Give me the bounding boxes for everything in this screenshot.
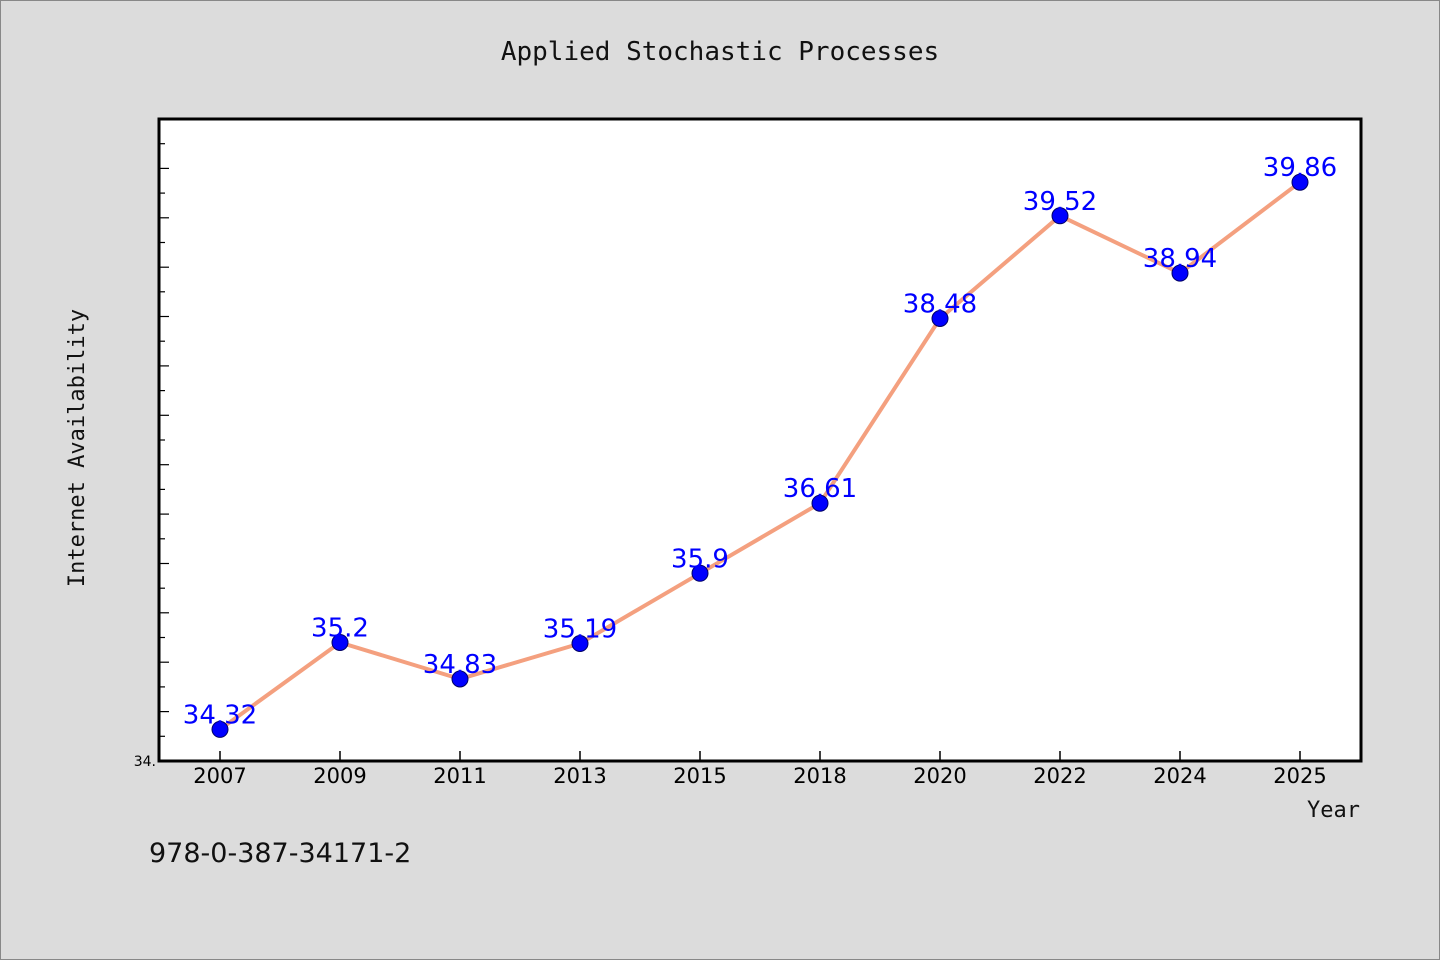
y-axis-ticks <box>159 118 169 762</box>
data-point <box>691 564 709 582</box>
x-tick-label: 2015 <box>673 764 726 788</box>
data-label: 35.19 <box>543 615 617 645</box>
x-tick-label: 2009 <box>313 764 366 788</box>
data-point <box>1051 207 1069 225</box>
data-label: 34.83 <box>423 650 497 680</box>
data-label: 36.61 <box>783 474 857 504</box>
chart-title: Applied Stochastic Processes <box>501 37 939 67</box>
data-label: 38.48 <box>903 290 977 320</box>
data-point <box>211 720 229 738</box>
data-point <box>931 310 949 327</box>
series-layer: 34.32 35.2 34.83 35.19 35.9 36.61 38.48 39.52 38… <box>183 153 1337 738</box>
data-label: 35.2 <box>311 614 369 644</box>
x-tick-label: 2007 <box>193 764 246 788</box>
data-point <box>451 670 469 688</box>
data-label: 35.9 <box>671 544 729 574</box>
data-point <box>331 634 349 651</box>
x-tick-label: 2018 <box>793 764 846 788</box>
data-point <box>571 635 589 652</box>
data-point <box>1171 264 1189 282</box>
data-label: 38.94 <box>1143 244 1217 274</box>
x-axis-ticks: 2007 2009 2011 2013 2015 2018 2020 2022 2024 2025 <box>193 751 1327 788</box>
footer-isbn: 978-0-387-34171-2 <box>149 838 411 869</box>
y-tick-label: 34. <box>134 754 156 770</box>
x-tick-label: 2025 <box>1273 764 1326 788</box>
data-point <box>811 494 829 512</box>
y-axis-label: Internet Availability <box>65 309 90 587</box>
data-label: 39.52 <box>1023 187 1097 217</box>
x-tick-label: 2011 <box>433 764 486 788</box>
x-tick-label: 2022 <box>1033 764 1086 788</box>
data-label: 39.86 <box>1263 153 1337 183</box>
data-label: 34.32 <box>183 700 257 730</box>
x-tick-label: 2013 <box>553 764 606 788</box>
x-tick-label: 2020 <box>913 764 966 788</box>
data-point <box>1291 173 1309 191</box>
plot-area <box>157 117 1363 763</box>
x-tick-label: 2024 <box>1153 764 1206 788</box>
series-line <box>218 180 1302 732</box>
x-axis-label: Year <box>1307 798 1360 823</box>
